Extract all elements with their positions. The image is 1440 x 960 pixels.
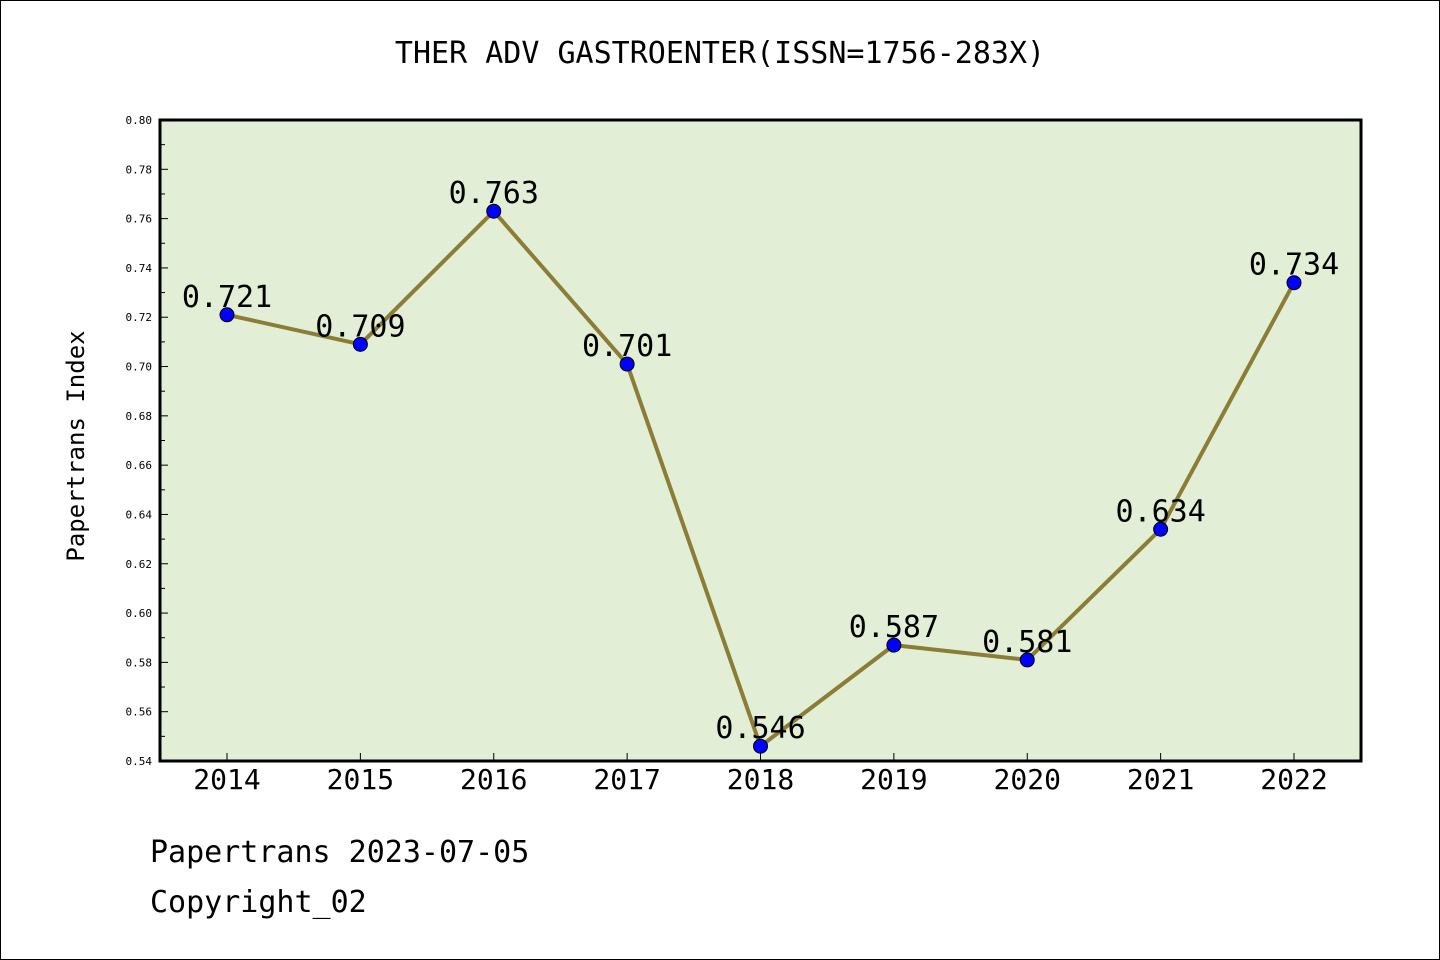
y-tick-label: 0.76 (126, 213, 153, 226)
data-point (1153, 521, 1169, 537)
chart-title: THER ADV GASTROENTER(ISSN=1756-283X) (394, 36, 1046, 71)
data-label: 0.701 (582, 329, 672, 364)
data-point (352, 336, 368, 352)
y-tick-label: 0.78 (126, 163, 153, 176)
data-point (886, 637, 902, 653)
data-point (486, 203, 502, 219)
data-label: 0.734 (1249, 248, 1339, 283)
y-tick-label: 0.68 (126, 410, 153, 423)
data-labels: 0.721 0.709 0.763 0.701 0.546 0.587 0.581 0.634… (182, 176, 1339, 746)
data-label: 0.721 (182, 280, 272, 315)
y-tick-label: 0.72 (126, 311, 153, 324)
x-tick-label: 2016 (460, 763, 527, 796)
y-tick-label: 0.56 (126, 706, 153, 719)
data-label: 0.709 (315, 309, 405, 344)
x-tick-label: 2014 (193, 763, 260, 796)
series-group (219, 203, 1302, 754)
data-label: 0.763 (449, 176, 539, 211)
data-point (619, 356, 635, 372)
data-label: 0.634 (1115, 494, 1205, 529)
data-label: 0.581 (982, 625, 1072, 660)
data-point (753, 738, 768, 754)
y-tick-label: 0.64 (126, 508, 153, 521)
y-tick-label: 0.66 (126, 459, 153, 472)
x-tick-label: 2021 (1127, 763, 1194, 796)
x-tick-label: 2022 (1260, 763, 1327, 796)
data-label: 0.587 (849, 610, 939, 645)
y-axis-ticks: 0.54 0.56 0.58 0.60 0.62 0.64 0.66 0.68 0.70 0.72… (126, 114, 168, 768)
data-label: 0.546 (715, 711, 805, 746)
y-tick-label: 0.60 (126, 607, 153, 620)
y-tick-label: 0.58 (126, 656, 153, 669)
data-point (1286, 275, 1302, 291)
y-tick-label: 0.62 (126, 558, 153, 571)
x-tick-label: 2020 (994, 763, 1061, 796)
y-tick-label: 0.80 (126, 114, 153, 127)
plot-area (158, 118, 1363, 763)
y-tick-label: 0.70 (126, 361, 153, 374)
data-point (1019, 652, 1035, 668)
data-point (219, 307, 235, 323)
x-axis-ticks: 2014 2015 2016 2017 2018 2019 2020 2021 2022 (193, 753, 1328, 796)
footer-date: Papertrans 2023-07-05 (150, 835, 530, 870)
footer-copyright: Copyright_02 (150, 885, 367, 920)
x-tick-label: 2015 (327, 763, 394, 796)
x-tick-label: 2018 (727, 763, 794, 796)
y-tick-label: 0.54 (126, 755, 153, 768)
x-tick-label: 2017 (593, 763, 660, 796)
x-tick-label: 2019 (860, 763, 927, 796)
y-tick-label: 0.74 (126, 262, 153, 275)
